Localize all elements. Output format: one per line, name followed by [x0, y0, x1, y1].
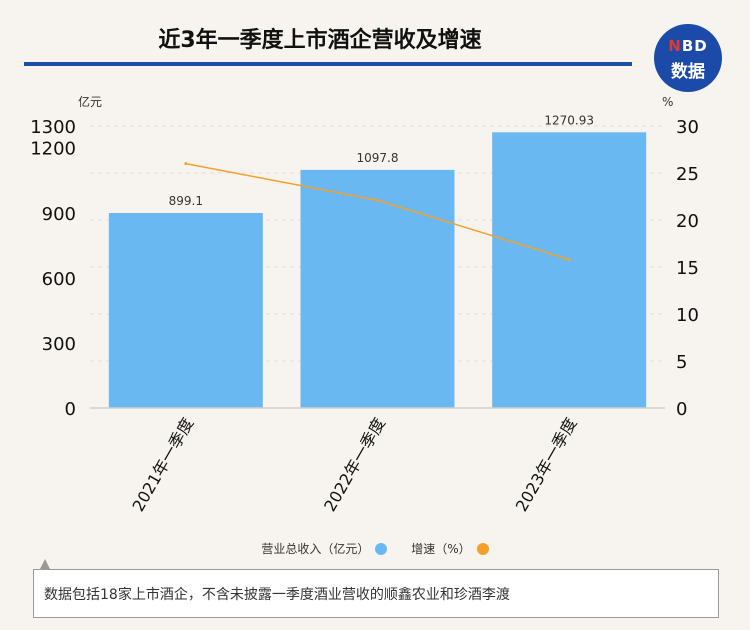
- left-tick-label: 600: [42, 269, 76, 290]
- chart-legend: 营业总收入（亿元） 增速（%）: [0, 540, 750, 557]
- legend-item-growth[interactable]: 增速（%）: [411, 540, 489, 557]
- title-underline: [24, 62, 632, 66]
- footnote: 数据包括18家上市酒企，不含未披露一季度酒业营收的顺鑫农业和珍酒李渡: [33, 569, 719, 618]
- logo-text-bottom: 数据: [671, 62, 705, 82]
- left-tick-label: 300: [42, 334, 76, 355]
- x-tick-label: 2023年一季度: [512, 415, 581, 515]
- right-tick-label: 30: [676, 117, 699, 138]
- legend-swatch-revenue: [375, 543, 388, 555]
- bar-revenue: [300, 169, 455, 408]
- legend-item-revenue[interactable]: 营业总收入（亿元）: [261, 540, 388, 557]
- note-pointer: [40, 559, 50, 569]
- bar-value-label: 1270.93: [544, 113, 594, 127]
- legend-label-revenue: 营业总收入（亿元）: [261, 542, 370, 556]
- bar-revenue: [492, 132, 647, 408]
- logo-text-top: NBD: [668, 37, 708, 55]
- x-tick-label: 2022年一季度: [320, 415, 389, 515]
- bar-value-label: 899.1: [169, 194, 203, 208]
- growth-point: [376, 198, 379, 202]
- right-tick-label: 20: [676, 211, 699, 232]
- legend-label-growth: 增速（%）: [411, 542, 471, 556]
- bar-value-label: 1097.8: [357, 151, 399, 165]
- right-tick-label: 15: [676, 258, 699, 279]
- growth-point: [184, 162, 188, 166]
- right-tick-label: 25: [676, 164, 699, 185]
- left-tick-label: 1200: [30, 139, 76, 160]
- nbd-logo: NBD 数据: [654, 24, 722, 92]
- x-tick-label: 2021年一季度: [128, 415, 197, 515]
- right-tick-label: 0: [676, 399, 687, 420]
- growth-point: [567, 257, 571, 261]
- legend-swatch-growth: [476, 543, 489, 555]
- chart-title: 近3年一季度上市酒企营收及增速: [158, 28, 482, 53]
- left-tick-label: 0: [65, 399, 76, 420]
- right-tick-label: 10: [676, 305, 699, 326]
- left-axis-unit: 亿元: [78, 94, 102, 109]
- bar-revenue: [108, 212, 263, 408]
- right-tick-label: 5: [676, 352, 687, 373]
- left-tick-label: 900: [42, 204, 76, 225]
- right-axis-unit: %: [662, 95, 673, 109]
- left-tick-label: 1300: [30, 117, 76, 138]
